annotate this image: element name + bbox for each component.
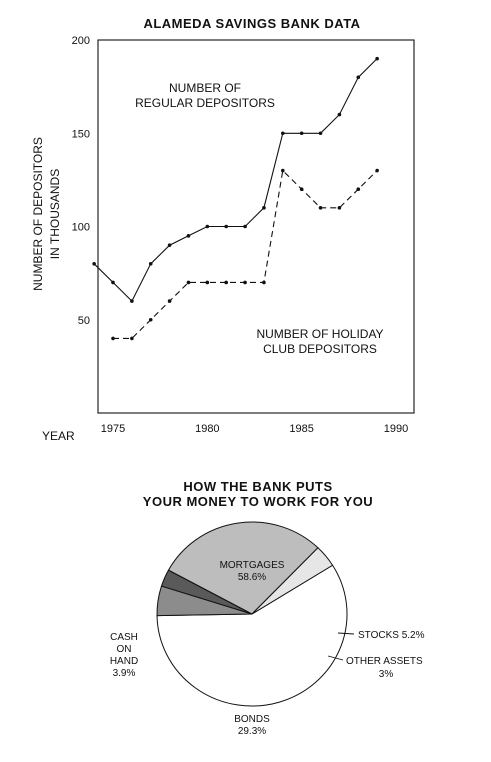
holiday-club-series [111, 168, 379, 341]
holiday-club-point [205, 280, 210, 285]
x-tick-label: 1975 [101, 423, 125, 435]
pie-slices [156, 521, 348, 707]
holiday-club-point [130, 336, 134, 341]
holiday-club-point [356, 187, 361, 191]
regular-depositors-point [205, 224, 210, 229]
y-axis-label: NUMBER OF DEPOSITORS IN THOUSANDS [31, 137, 62, 291]
regular-depositors-point [318, 131, 323, 136]
pie-slice-bonds [167, 521, 319, 615]
regular-depositors-annotation-line: REGULAR DEPOSITORS [135, 96, 275, 110]
stocks-label: STOCKS 5.2% [358, 630, 425, 641]
y-tick-label: 50 [78, 315, 90, 327]
line-chart-title: ALAMEDA SAVINGS BANK DATA [143, 16, 360, 31]
regular-depositors-point [111, 280, 115, 285]
other-assets-label-value: 3% [379, 669, 394, 680]
y-axis-label-line: NUMBER OF DEPOSITORS [31, 137, 45, 291]
cash-on-hand-label-line: HAND [110, 656, 138, 667]
mortgages-label-line: MORTGAGES [220, 560, 285, 571]
holiday-club-annotation-line: NUMBER OF HOLIDAY [256, 327, 383, 341]
regular-depositors-point [281, 131, 285, 136]
holiday-club-point [186, 280, 191, 285]
holiday-club-line [113, 169, 378, 339]
mortgages-label-value: 58.6% [238, 572, 266, 583]
regular-depositors-line [93, 58, 378, 303]
pie-chart-title-line: HOW THE BANK PUTS [183, 479, 332, 494]
plot-frame [97, 39, 415, 414]
bonds-label-line: BONDS [234, 714, 270, 725]
holiday-club-point [375, 168, 379, 173]
other-assets-label: OTHER ASSETS [346, 656, 423, 667]
x-tick-label: 1985 [289, 423, 313, 435]
holiday-club-point [243, 280, 247, 285]
holiday-club-point [281, 168, 285, 173]
regular-depositors-point [130, 299, 134, 303]
other-assets-label-leader [327, 655, 344, 661]
holiday-club-point [148, 317, 153, 322]
regular-depositors-point [356, 75, 361, 80]
y-tick-label: 100 [72, 222, 90, 234]
holiday-club-point [167, 299, 172, 303]
x-tick-label: 1980 [195, 423, 219, 435]
cash-on-hand-label-line: CASH [110, 632, 138, 643]
regular-depositors-point [299, 131, 304, 136]
cash-on-hand-label-value: 3.9% [113, 668, 136, 679]
regular-depositors-point [186, 234, 191, 238]
pie-chart-title-line: YOUR MONEY TO WORK FOR YOU [143, 494, 373, 509]
cash-on-hand-label-line: ON [117, 644, 132, 655]
holiday-club-point [337, 206, 342, 210]
x-tick-label: 1990 [384, 423, 408, 435]
y-tick-label: 150 [72, 128, 90, 140]
holiday-club-point [262, 280, 266, 285]
holiday-club-point [318, 206, 323, 210]
regular-depositors-series [92, 56, 379, 303]
pie-slice-mortgages [156, 564, 348, 707]
pie-slice-cash-on-hand [251, 547, 334, 615]
regular-depositors-point [243, 224, 247, 229]
x-axis-ticks: 1975 1980 1985 1990 [101, 423, 408, 435]
y-tick-label: 200 [72, 35, 90, 47]
regular-depositors-point [92, 262, 96, 266]
holiday-club-point [111, 336, 115, 341]
holiday-club-point [224, 280, 228, 285]
y-axis-ticks: 50 100 150 200 [72, 35, 90, 327]
regular-depositors-point [224, 224, 228, 229]
regular-depositors-point [337, 112, 342, 117]
y-axis-label-line: IN THOUSANDS [48, 169, 62, 259]
holiday-club-annotation-line: CLUB DEPOSITORS [263, 342, 377, 356]
x-axis-label: YEAR [42, 429, 75, 443]
regular-depositors-point [262, 206, 266, 210]
regular-depositors-point [148, 262, 153, 266]
holiday-club-point [299, 187, 304, 191]
bonds-label-value: 29.3% [238, 726, 266, 737]
regular-depositors-point [375, 56, 379, 61]
line-chart: ALAMEDA SAVINGS BANK DATA NUMBER OF DEPO… [31, 16, 415, 443]
regular-depositors-annotation-line: NUMBER OF [169, 81, 241, 95]
stocks-label-leader [337, 632, 355, 635]
regular-depositors-point [167, 243, 172, 247]
